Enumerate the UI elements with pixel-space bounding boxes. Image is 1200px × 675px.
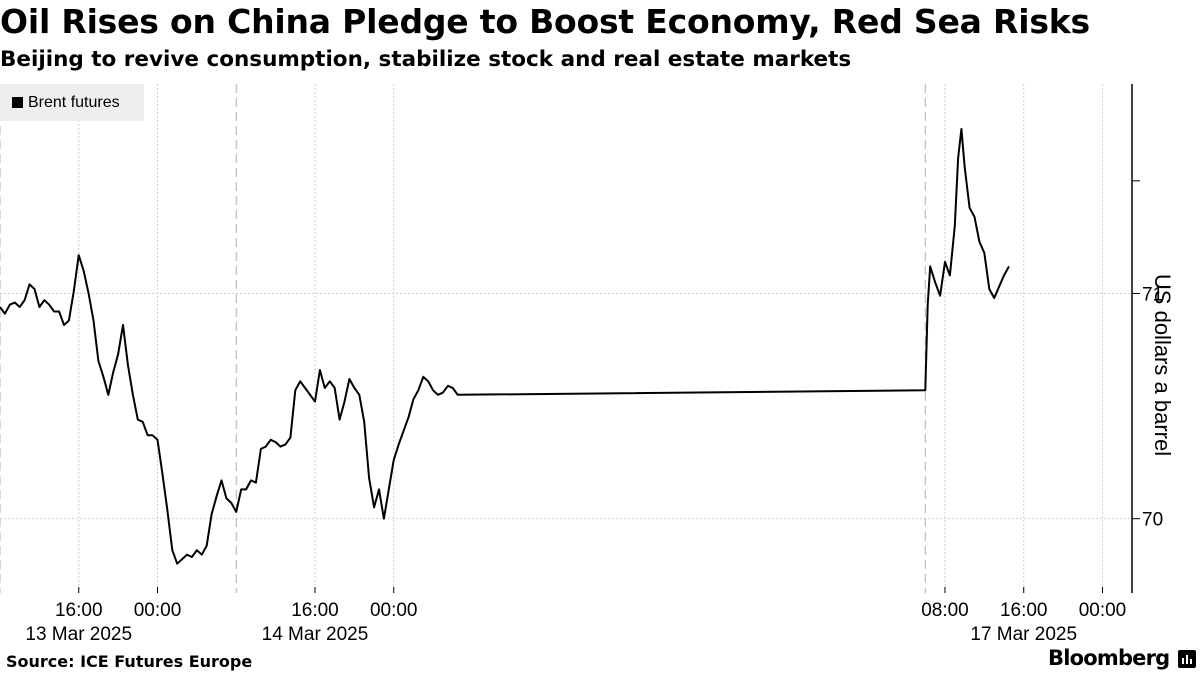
x-tick-label: 00:00 — [1079, 600, 1127, 621]
y-tick-label: 71 — [1142, 284, 1163, 305]
series-line-brent-futures — [0, 128, 1010, 565]
x-tick-label: 00:00 — [370, 600, 418, 621]
y-axis-label: US dollars a barrel — [1150, 273, 1175, 457]
bloomberg-logo: Bloomberg — [1048, 646, 1170, 670]
x-tick-label: 16:00 — [55, 600, 103, 621]
legend-swatch — [12, 97, 23, 108]
bar-chart-icon — [1178, 650, 1196, 668]
legend-label: Brent futures — [28, 94, 120, 111]
source-note: Source: ICE Futures Europe — [6, 652, 253, 671]
x-date-label: 14 Mar 2025 — [262, 624, 369, 645]
x-tick-label: 08:00 — [921, 600, 969, 621]
chart-title: Oil Rises on China Pledge to Boost Econo… — [0, 2, 1090, 41]
y-tick-label: 70 — [1142, 510, 1163, 531]
x-date-label: 13 Mar 2025 — [25, 624, 132, 645]
legend: Brent futures — [0, 84, 144, 121]
grid-lines — [0, 84, 1132, 593]
y-axis-ticks: 70 71 — [1132, 180, 1163, 531]
chart-subtitle: Beijing to revive consumption, stabilize… — [0, 47, 852, 72]
x-tick-label: 16:00 — [291, 600, 339, 621]
x-tick-label: 00:00 — [134, 600, 182, 621]
x-tick-label: 16:00 — [1000, 600, 1048, 621]
x-date-label: 17 Mar 2025 — [970, 624, 1077, 645]
